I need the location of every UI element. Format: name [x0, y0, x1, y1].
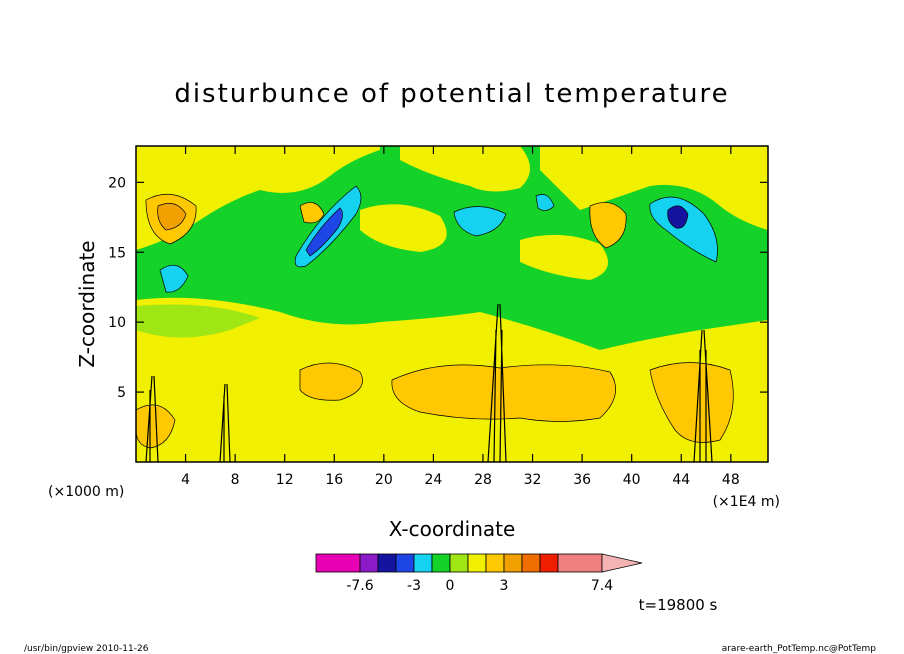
y-axis-label: Z-coordinate [75, 240, 99, 367]
colorbar-label: -7.6 [346, 578, 373, 594]
contour-cold-3 [649, 196, 718, 263]
x-unit-left: (×1000 m) [48, 484, 124, 500]
contour-cold-3-core [667, 205, 689, 229]
contour-plume-3 [487, 303, 507, 463]
x-axis-ticks: 4 8 12 16 20 24 28 32 36 40 44 48 [181, 146, 740, 488]
x-tick-label: 48 [722, 472, 740, 488]
y-tick-label: 20 [108, 175, 126, 191]
time-label: t=19800 s [639, 596, 718, 614]
colorbar-cell [315, 553, 361, 573]
colorbar-cell [413, 553, 433, 573]
contour-upper-yellow-3 [540, 146, 768, 230]
x-tick-label: 12 [276, 472, 294, 488]
colorbar-cell [521, 553, 541, 573]
x-axis-label: X-coordinate [389, 517, 516, 541]
colorbar-cell [395, 553, 415, 573]
contour-cold-4 [159, 264, 189, 293]
contour-orange-4 [135, 404, 176, 449]
y-tick-label: 10 [108, 315, 126, 331]
colorbar-cell [449, 553, 469, 573]
colorbar-cell [431, 553, 451, 573]
x-tick-label: 28 [474, 472, 492, 488]
x-tick-label: 36 [573, 472, 591, 488]
contour-upper-orange-4 [299, 202, 325, 224]
chart-title: disturbunce of potential temperature [174, 79, 729, 109]
contour-plume-4 [693, 329, 713, 463]
colorbar-cell [485, 553, 505, 573]
colorbar [315, 553, 643, 573]
contour-upper-yellow-1 [136, 146, 380, 250]
x-tick-label: 8 [231, 472, 240, 488]
contour-upper-yellow-4 [360, 204, 447, 252]
colorbar-cell [359, 553, 379, 573]
colorbar-label: 0 [446, 578, 455, 594]
y-axis-ticks: 5 10 15 20 [108, 175, 768, 401]
contour-cold-2 [453, 206, 507, 237]
contour-orange-3 [649, 362, 734, 443]
contour-lower-green-band [136, 304, 260, 338]
colorbar-cell [557, 553, 603, 573]
x-unit-right: (×1E4 m) [713, 494, 780, 510]
contour-plume-1 [145, 375, 159, 463]
plot-frame [135, 145, 769, 463]
contour-cold-5 [535, 194, 555, 211]
contour-upper-orange-2 [157, 203, 187, 231]
contour-plume-2 [219, 383, 231, 463]
contour-upper-yellow-2 [400, 146, 530, 192]
colorbar-arrow [601, 553, 643, 573]
x-tick-label: 4 [181, 472, 190, 488]
colorbar-label: 7.4 [591, 578, 613, 594]
x-tick-label: 32 [524, 472, 542, 488]
colorbar-cell [539, 553, 559, 573]
x-tick-label: 40 [623, 472, 641, 488]
colorbar-label: 3 [500, 578, 509, 594]
colorbar-label: -3 [407, 578, 421, 594]
contour-upper-yellow-5 [520, 234, 608, 280]
contour-cold-1-core [305, 207, 343, 257]
x-tick-label: 20 [375, 472, 393, 488]
colorbar-labels: -7.6 -3 0 3 7.4 [346, 578, 613, 594]
colorbar-cell [377, 553, 397, 573]
x-tick-label: 16 [325, 472, 343, 488]
x-tick-label: 24 [424, 472, 442, 488]
footer-right: arare-earth_PotTemp.nc@PotTemp [722, 644, 877, 654]
footer-left: /usr/bin/gpview 2010-11-26 [24, 644, 149, 654]
x-tick-label: 44 [672, 472, 690, 488]
contour-orange-1 [299, 362, 363, 401]
colorbar-cell [467, 553, 487, 573]
y-tick-label: 15 [108, 245, 126, 261]
contour-upper-orange-3 [589, 202, 627, 249]
plot-area [135, 145, 769, 463]
y-tick-label: 5 [117, 385, 126, 401]
colorbar-cell [503, 553, 523, 573]
